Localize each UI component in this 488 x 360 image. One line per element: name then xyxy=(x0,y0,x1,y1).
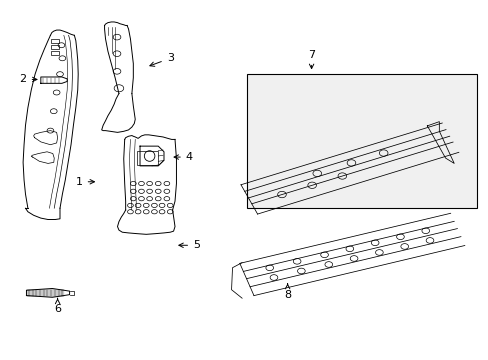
Text: 4: 4 xyxy=(174,152,193,162)
Bar xyxy=(137,151,158,165)
Text: 7: 7 xyxy=(307,50,314,68)
Text: 5: 5 xyxy=(179,240,200,250)
Text: 3: 3 xyxy=(150,53,173,66)
Text: 8: 8 xyxy=(284,284,290,300)
Text: 2: 2 xyxy=(20,75,37,85)
Bar xyxy=(246,74,476,208)
Text: 1: 1 xyxy=(76,177,94,187)
Text: 6: 6 xyxy=(54,298,61,314)
